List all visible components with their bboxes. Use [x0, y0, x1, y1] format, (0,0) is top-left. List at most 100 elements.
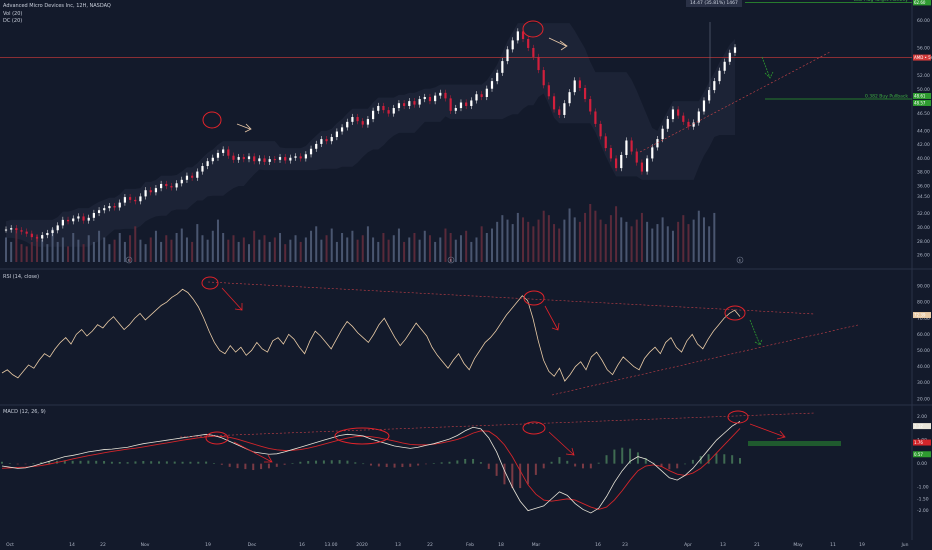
x-axis-label: 13: [395, 542, 401, 548]
x-axis-label: Feb: [466, 542, 474, 548]
macd-histogram-bar: [71, 460, 74, 464]
candle-body: [92, 212, 95, 218]
x-axis-label: Mar: [532, 542, 541, 548]
candle-body: [423, 96, 426, 100]
macd-histogram-bar: [739, 458, 741, 464]
candle-body: [216, 152, 220, 158]
volume-bar: [294, 235, 297, 262]
x-axis-label: 14: [69, 542, 75, 548]
macd-histogram-bar: [322, 460, 325, 464]
candle-body: [470, 100, 473, 106]
volume-bar: [10, 241, 13, 262]
candle-body: [304, 154, 307, 159]
candle-body: [563, 103, 566, 115]
x-axis-label: Oct: [6, 542, 14, 548]
rsi-support-line: [551, 324, 859, 396]
volume-bar: [377, 241, 380, 262]
rsi-axis-label: 90.00: [917, 284, 930, 290]
candle-body: [232, 155, 235, 160]
candle-body: [320, 139, 323, 144]
volume-bar: [139, 239, 142, 262]
volume-bar: [41, 239, 44, 262]
candle-body: [268, 159, 271, 162]
macd-histogram-bar: [479, 462, 482, 464]
macd-histogram-bar: [228, 463, 231, 467]
macd-histogram-bar: [723, 454, 726, 464]
volume-bar: [248, 244, 250, 262]
candle-body: [630, 140, 633, 152]
candle-body: [315, 143, 318, 149]
candle-body: [154, 188, 158, 193]
candle-body: [418, 99, 421, 105]
candle-body: [485, 88, 488, 97]
candle-body: [713, 81, 716, 91]
candle-body: [677, 109, 680, 116]
volume-bar: [511, 224, 514, 262]
volume-bar: [123, 241, 126, 262]
price-tag-bg: [913, 54, 931, 61]
volume-bar: [692, 219, 695, 262]
candle-body: [201, 166, 204, 172]
volume-bar: [170, 239, 173, 262]
candle-body: [25, 231, 28, 234]
macd-histogram-bar: [707, 454, 710, 464]
candle-body: [723, 61, 726, 71]
candle-body: [718, 70, 721, 82]
macd-histogram-bar: [621, 447, 624, 464]
candle-body: [547, 85, 550, 97]
peak-circle: [522, 20, 544, 38]
volume-bar: [459, 235, 462, 262]
candle-body: [35, 237, 39, 239]
macd-value-tag: 2.12: [914, 424, 923, 429]
volume-bar: [537, 219, 540, 262]
price-axis-label: 30.00: [917, 225, 930, 231]
hist-value-tag: 0.57: [914, 452, 923, 457]
macd-histogram-bar: [330, 460, 333, 464]
candle-body: [506, 49, 509, 62]
macd-histogram-bar: [267, 463, 270, 469]
macd-histogram-bar: [534, 463, 537, 475]
volume-bar: [573, 217, 576, 262]
candle-body: [609, 148, 613, 159]
candle-body: [475, 94, 478, 101]
macd-histogram-bar: [236, 463, 239, 469]
macd-histogram-bar: [613, 449, 616, 464]
price-axis-label: 44.00: [917, 128, 930, 134]
macd-histogram-bar: [48, 461, 51, 464]
candle-body: [733, 47, 737, 53]
price-axis-label: 46.50: [917, 111, 930, 117]
macd-histogram-bar: [715, 453, 718, 464]
rsi-axis-label: 40.00: [917, 364, 930, 370]
price-axis-label: 32.00: [917, 211, 930, 217]
bull-flag-label: Bull Flag Target Monthly: [854, 0, 908, 3]
volume-bar: [227, 239, 230, 262]
price-axis-label: 50.00: [917, 87, 930, 93]
rsi-value-tag-bg: [913, 312, 931, 319]
candle-body: [165, 183, 168, 187]
candle-body: [661, 128, 664, 140]
macd-histogram-bar: [8, 463, 11, 464]
candle-body: [134, 199, 137, 202]
rsi-axis-label: 50.00: [917, 348, 930, 354]
volume-bar: [640, 212, 643, 262]
candle-body: [340, 127, 344, 132]
x-axis-label: 13.00: [325, 542, 338, 548]
candle-body: [516, 31, 519, 41]
candle-body: [284, 157, 287, 161]
x-axis-label: 22: [100, 542, 106, 548]
volume-bar: [454, 239, 457, 262]
macd-histogram-bar: [644, 458, 647, 464]
candle-body: [335, 131, 338, 138]
down-arrow: [236, 123, 252, 133]
volume-bar: [299, 241, 302, 262]
candle-body: [542, 70, 545, 86]
macd-histogram-bar: [197, 461, 200, 464]
macd-histogram-bar: [338, 460, 341, 464]
candle-body: [599, 123, 602, 137]
volume-bar: [108, 244, 111, 262]
macd-histogram-bar: [684, 463, 687, 465]
macd-signal-line: [1, 428, 741, 510]
volume-bar: [702, 217, 705, 262]
